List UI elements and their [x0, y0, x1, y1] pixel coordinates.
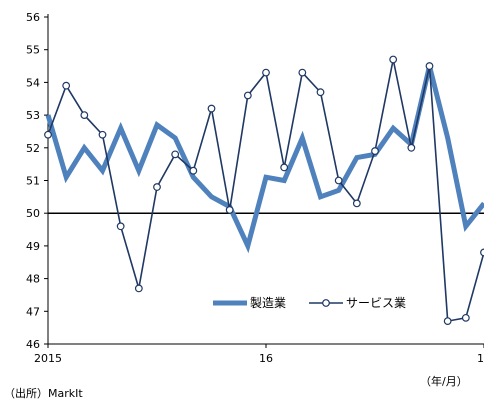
data-point-services — [407, 143, 416, 152]
y-tick-label: 56 — [26, 11, 40, 24]
y-tick-label: 55 — [26, 44, 40, 57]
data-point-services — [243, 91, 252, 100]
legend-marker-services — [322, 299, 330, 307]
data-point-services — [153, 183, 161, 191]
data-point-services — [98, 130, 107, 139]
x-tick-label: 16 — [259, 352, 273, 365]
y-tick-label: 46 — [26, 338, 40, 351]
data-point-services — [389, 55, 398, 64]
legend-label-services: サービス業 — [346, 296, 406, 310]
data-point-services — [334, 176, 343, 185]
source-note: （出所）MarkIt — [4, 387, 83, 400]
series-line-manufacturing — [45, 65, 484, 254]
x-tick-label: 17 — [477, 352, 484, 365]
data-point-services — [62, 81, 71, 90]
data-point-services — [116, 222, 125, 231]
series-line-services — [47, 59, 484, 323]
data-point-services — [134, 284, 143, 293]
data-point-services — [371, 147, 379, 155]
y-tick-label: 48 — [26, 273, 40, 286]
y-tick-label: 54 — [26, 76, 40, 89]
data-point-services — [225, 206, 234, 214]
x-tick-label: 2015 — [34, 352, 62, 365]
y-tick-label: 50 — [26, 207, 40, 220]
data-point-services — [352, 199, 361, 208]
data-point-services — [461, 313, 470, 322]
x-axis-unit-note: （年/月） — [420, 375, 468, 388]
data-point-services — [316, 88, 325, 97]
data-point-services — [262, 68, 270, 77]
chart-series — [44, 55, 484, 326]
data-point-services — [298, 68, 307, 77]
chart-axes: 46 47 48 49 50 51 52 53 54 55 56 2015 16 17 — [26, 11, 484, 365]
y-tick-label: 53 — [26, 109, 40, 122]
data-point-services — [280, 163, 289, 172]
legend-label-manufacturing: 製造業 — [250, 296, 286, 310]
y-tick-label: 51 — [26, 175, 40, 188]
data-point-services — [80, 111, 89, 119]
y-tick-label: 52 — [26, 142, 40, 155]
y-tick-label: 49 — [26, 240, 40, 253]
data-point-services — [171, 150, 180, 159]
data-point-services — [443, 317, 452, 326]
data-point-services — [189, 166, 198, 175]
chart-legend: 製造業 サービス業 — [213, 296, 406, 310]
data-point-services — [425, 62, 434, 70]
y-tick-label: 47 — [26, 305, 40, 318]
data-point-services — [207, 104, 216, 113]
data-point-services — [480, 248, 484, 257]
data-point-services — [44, 130, 52, 139]
